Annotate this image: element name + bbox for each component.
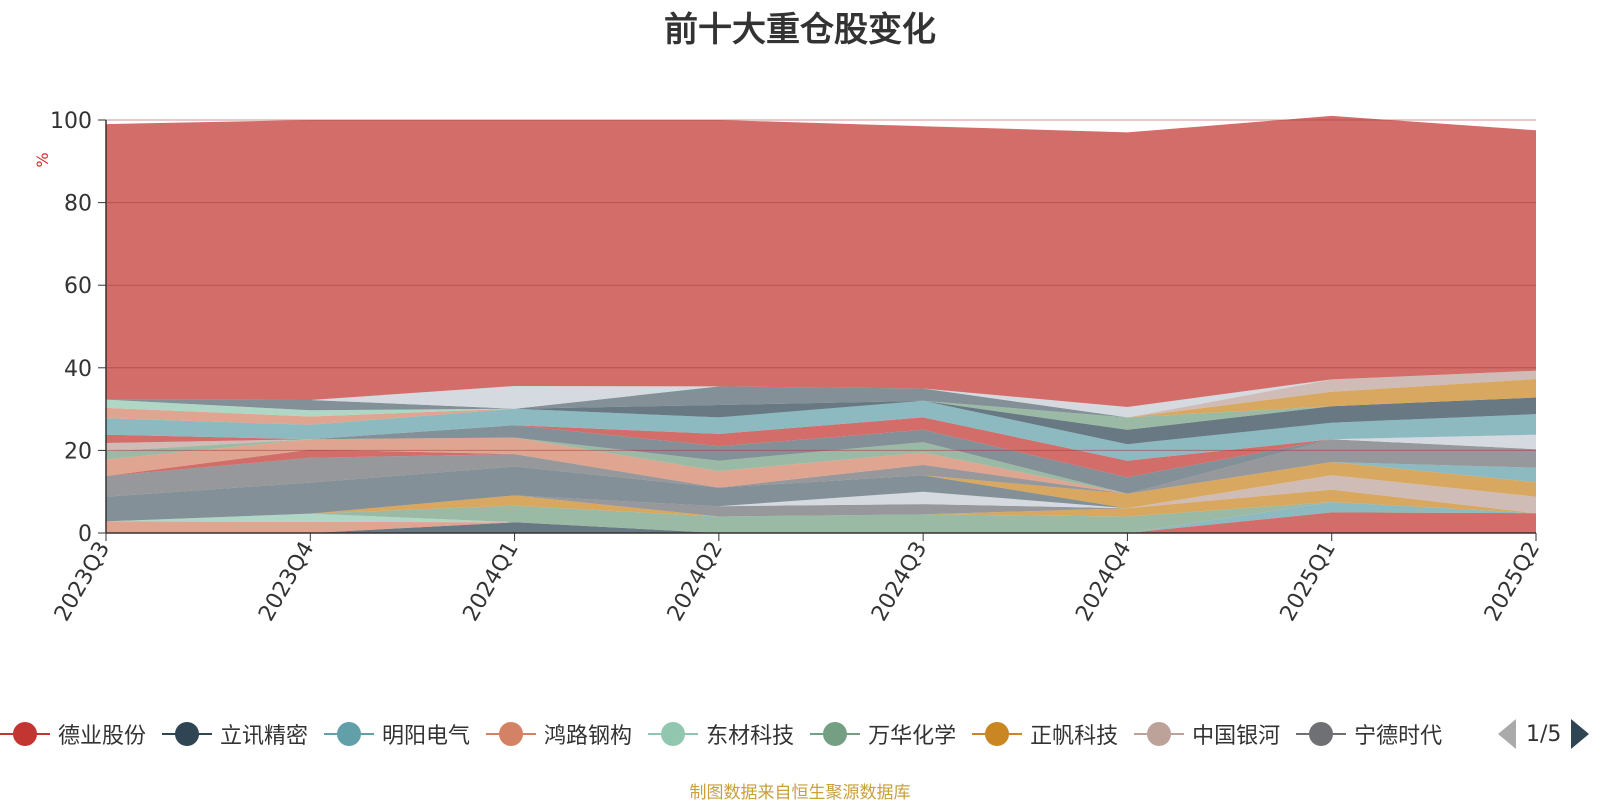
area-series-5 — [106, 502, 1536, 533]
area-series-21 — [106, 400, 1536, 461]
area-series-30 — [106, 115, 1536, 408]
area-series-20 — [106, 417, 1536, 478]
legend-item[interactable]: 中国银河 — [1134, 716, 1280, 752]
legend-marker-icon — [1134, 721, 1185, 747]
area-series-15 — [106, 437, 1536, 494]
area-series-23 — [106, 397, 1536, 430]
x-tick-label: 2024Q4 — [1071, 538, 1136, 626]
x-tick-label: 2024Q2 — [663, 538, 728, 626]
area-series-10 — [106, 466, 1536, 522]
legend-marker-icon — [162, 721, 213, 747]
legend-marker-icon — [1296, 721, 1347, 747]
x-tick-label: 2023Q4 — [254, 538, 319, 626]
area-series-25 — [106, 397, 1536, 430]
legend-item[interactable]: 万华化学 — [810, 716, 956, 752]
legend-marker-icon — [972, 721, 1023, 747]
y-tick-label: 100 — [50, 109, 92, 134]
legend-marker-icon — [648, 721, 699, 747]
legend-marker-icon — [0, 721, 50, 747]
area-series-group — [106, 115, 1536, 533]
x-tick-label: 2024Q3 — [867, 538, 932, 626]
legend: 德业股份 立讯精密 明阳电气 鸿路钢构 东材科技 万华化学 正帆科技 中国银河 宁德时代 — [0, 716, 1488, 752]
area-series-28 — [106, 370, 1536, 418]
area-series-29 — [106, 370, 1536, 418]
legend-label: 正帆科技 — [1030, 724, 1119, 749]
area-series-6 — [106, 489, 1536, 522]
x-tick-label: 2025Q2 — [1480, 538, 1545, 626]
area-series-16 — [106, 437, 1536, 494]
area-series-11 — [106, 462, 1536, 509]
y-tick-label: 40 — [64, 357, 92, 382]
legend-marker-icon — [324, 721, 375, 747]
legend-marker-icon — [486, 721, 537, 747]
x-tick-label: 2025Q1 — [1276, 538, 1341, 626]
y-tick-label: 0 — [78, 522, 92, 547]
legend-item[interactable]: 正帆科技 — [972, 716, 1118, 752]
pager-prev-icon[interactable] — [1498, 719, 1516, 749]
legend-item[interactable]: 德业股份 — [0, 716, 146, 752]
legend-label: 万华化学 — [868, 724, 957, 749]
x-tick-label: 2024Q1 — [458, 538, 523, 626]
legend-item[interactable]: 立讯精密 — [162, 716, 308, 752]
area-series-18 — [106, 425, 1536, 494]
area-series-8 — [106, 475, 1536, 522]
legend-label: 鸿路钢构 — [544, 724, 633, 749]
footnote: 制图数据来自恒生聚源数据库 — [689, 783, 911, 803]
grid-lines — [106, 119, 1536, 451]
area-series-0 — [106, 512, 1536, 533]
x-tick-label: 2023Q3 — [50, 538, 115, 626]
y-tick-label: 80 — [64, 192, 92, 217]
legend-item[interactable]: 鸿路钢构 — [486, 716, 632, 752]
area-series-22 — [106, 397, 1536, 445]
legend-item[interactable]: 明阳电气 — [324, 716, 470, 752]
pager-next-icon[interactable] — [1571, 719, 1590, 749]
y-tick-label: 60 — [64, 274, 92, 299]
area-series-12 — [106, 462, 1536, 497]
area-series-1 — [106, 512, 1536, 533]
y-tick-label: 20 — [64, 439, 92, 464]
legend-pager: 1/5 — [1498, 716, 1590, 752]
pager-text: 1/5 — [1526, 721, 1562, 747]
chart-title: 前十大重仓股变化 — [664, 10, 936, 50]
legend-marker-icon — [810, 721, 861, 747]
area-series-3 — [106, 502, 1536, 533]
y-axis-label: % — [33, 152, 52, 167]
legend-label: 东材科技 — [706, 724, 795, 749]
legend-label: 立讯精密 — [220, 724, 309, 749]
legend-label: 明阳电气 — [382, 724, 471, 749]
legend-label: 宁德时代 — [1354, 724, 1443, 749]
area-series-2 — [106, 502, 1536, 533]
legend-label: 中国银河 — [1192, 724, 1281, 749]
legend-item[interactable]: 宁德时代 — [1296, 716, 1442, 752]
area-series-4 — [106, 502, 1536, 533]
area-series-13 — [106, 439, 1536, 497]
legend-label: 德业股份 — [58, 724, 147, 749]
legend-item[interactable]: 东材科技 — [648, 716, 794, 752]
